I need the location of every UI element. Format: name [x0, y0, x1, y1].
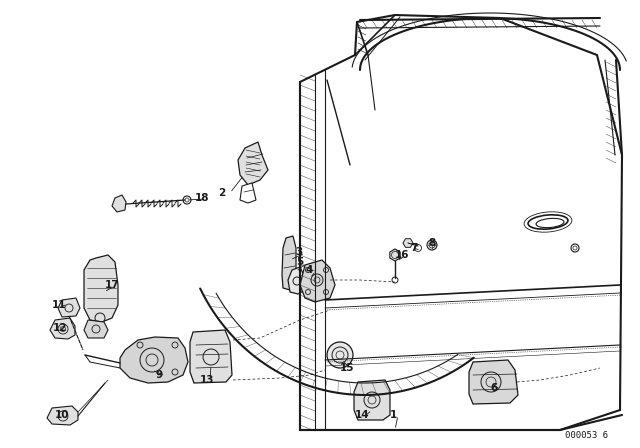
Polygon shape — [300, 260, 335, 302]
Polygon shape — [50, 318, 75, 339]
Circle shape — [327, 342, 353, 368]
Polygon shape — [282, 236, 296, 290]
Text: 5: 5 — [296, 257, 303, 267]
Polygon shape — [190, 330, 232, 383]
Polygon shape — [238, 142, 268, 185]
Text: 11: 11 — [52, 300, 67, 310]
Polygon shape — [390, 249, 400, 261]
Text: 4: 4 — [305, 265, 312, 275]
Text: 18: 18 — [195, 193, 209, 203]
Polygon shape — [288, 267, 305, 294]
Polygon shape — [84, 320, 108, 338]
Text: 14: 14 — [355, 410, 370, 420]
Text: 2: 2 — [218, 188, 225, 198]
Text: 6: 6 — [490, 383, 497, 393]
Text: 3: 3 — [295, 247, 302, 257]
Text: 15: 15 — [340, 363, 355, 373]
Polygon shape — [84, 255, 118, 322]
Text: 12: 12 — [53, 323, 67, 333]
Polygon shape — [469, 360, 518, 404]
Polygon shape — [240, 183, 256, 203]
Polygon shape — [403, 239, 413, 247]
Text: 000053 6: 000053 6 — [565, 431, 608, 440]
Polygon shape — [300, 15, 622, 430]
Text: 9: 9 — [155, 370, 162, 380]
Text: 13: 13 — [200, 375, 214, 385]
Text: 7: 7 — [410, 243, 417, 253]
Text: 10: 10 — [55, 410, 70, 420]
Polygon shape — [112, 195, 126, 212]
Text: 8: 8 — [428, 238, 435, 248]
Polygon shape — [47, 406, 78, 425]
Text: 1: 1 — [390, 410, 397, 420]
Polygon shape — [120, 337, 188, 383]
Text: 16: 16 — [395, 250, 410, 260]
Circle shape — [427, 240, 437, 250]
Text: 17: 17 — [105, 280, 120, 290]
Polygon shape — [58, 298, 80, 317]
Polygon shape — [354, 380, 390, 420]
